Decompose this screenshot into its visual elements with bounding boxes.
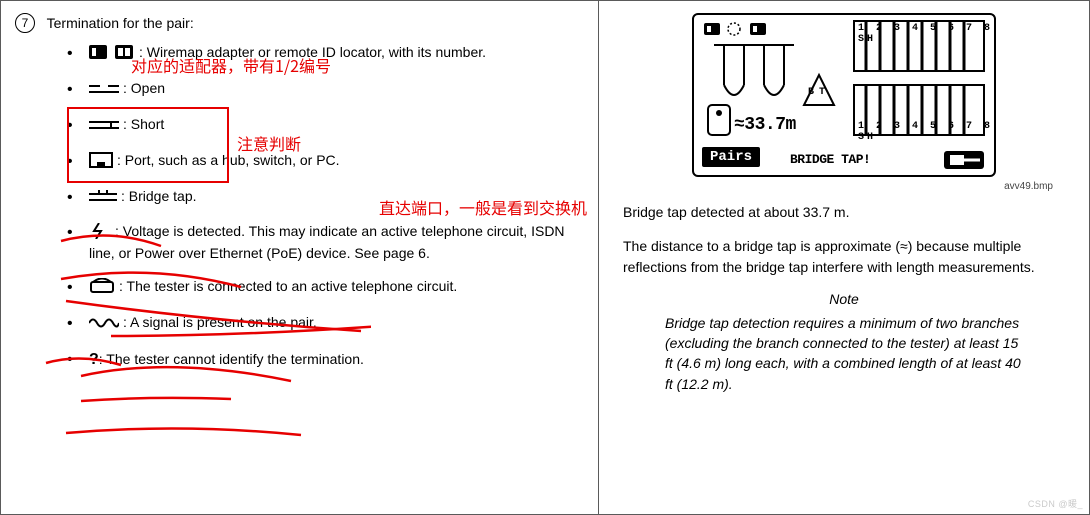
item-text: : A signal is present on the pair. <box>123 314 317 330</box>
unknown-icon: ? <box>89 351 99 368</box>
list-item: : Short <box>69 115 580 137</box>
page: 7 Termination for the pair: : Wiremap ad… <box>0 0 1090 515</box>
item-text: : The tester cannot identify the termina… <box>99 351 364 367</box>
lcd-bt: B T <box>808 87 825 98</box>
list-item: : Bridge tap. <box>69 187 580 209</box>
item-text: : Short <box>123 116 164 132</box>
short-icon <box>89 118 119 137</box>
item-text: : Port, such as a hub, switch, or PC. <box>117 152 340 168</box>
phone-icon <box>89 278 115 299</box>
left-column: 7 Termination for the pair: : Wiremap ad… <box>1 1 599 514</box>
lcd-wire-bot: 1 2 3 4 5 6 7 8 SH <box>858 121 994 143</box>
image-caption: avv49.bmp <box>623 181 1053 192</box>
bridge-tap-icon <box>89 190 117 209</box>
lcd-msg: BRIDGE TAP! <box>790 152 870 167</box>
open-icon <box>89 82 119 101</box>
list-item: : Wiremap adapter or remote ID locator, … <box>69 43 580 65</box>
step-number: 7 <box>15 13 35 33</box>
list-item: ?: The tester cannot identify the termin… <box>69 349 580 371</box>
item-text: : Voltage is detected. This may indicate… <box>89 223 565 261</box>
note-paragraph: Bridge tap detection requires a minimum … <box>665 313 1023 394</box>
right-paragraph-1: Bridge tap detected at about 33.7 m. <box>623 202 1065 222</box>
list-item: : Open <box>69 79 580 101</box>
lcd-wire-top: 1 2 3 4 5 6 7 8 SH <box>858 23 994 45</box>
item-text: : The tester is connected to an active t… <box>119 278 457 294</box>
note-heading: Note <box>623 291 1065 307</box>
list-item: : A signal is present on the pair. <box>69 313 580 335</box>
port-icon <box>89 152 113 173</box>
section-title: 7 Termination for the pair: <box>15 13 580 33</box>
item-text: : Wiremap adapter or remote ID locator, … <box>139 44 486 60</box>
right-paragraph-2: The distance to a bridge tap is approxim… <box>623 236 1065 277</box>
watermark: CSDN @暖_ <box>1028 497 1083 510</box>
lcd-screen: 1 2 3 4 5 6 7 8 SH 1 2 3 4 5 6 7 8 SH B … <box>692 13 996 177</box>
red-stroke <box>61 419 311 443</box>
adapter-icon <box>89 44 135 65</box>
lcd-pairs-button: Pairs <box>702 147 760 167</box>
right-column: 1 2 3 4 5 6 7 8 SH 1 2 3 4 5 6 7 8 SH B … <box>599 1 1083 514</box>
list-item: : Port, such as a hub, switch, or PC. <box>69 151 580 173</box>
voltage-icon <box>89 223 111 244</box>
list-item: : The tester is connected to an active t… <box>69 277 580 299</box>
section-title-text: Termination for the pair: <box>47 15 194 31</box>
termination-list: : Wiremap adapter or remote ID locator, … <box>15 43 580 371</box>
signal-icon <box>89 316 119 335</box>
item-text: : Open <box>123 80 165 96</box>
list-item: : Voltage is detected. This may indicate… <box>69 222 580 263</box>
lcd-dist: ≈33.7m <box>734 115 796 135</box>
item-text: : Bridge tap. <box>121 188 197 204</box>
